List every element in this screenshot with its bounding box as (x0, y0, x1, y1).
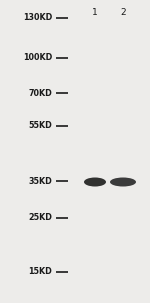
Text: 2: 2 (120, 8, 126, 17)
Ellipse shape (110, 178, 136, 187)
Text: 130KD: 130KD (23, 14, 52, 22)
Text: 1: 1 (92, 8, 98, 17)
Text: 70KD: 70KD (28, 88, 52, 98)
Text: 55KD: 55KD (28, 122, 52, 131)
Text: 15KD: 15KD (28, 268, 52, 277)
Text: 100KD: 100KD (23, 54, 52, 62)
Text: 35KD: 35KD (28, 177, 52, 185)
Ellipse shape (84, 178, 106, 187)
Text: 25KD: 25KD (28, 214, 52, 222)
